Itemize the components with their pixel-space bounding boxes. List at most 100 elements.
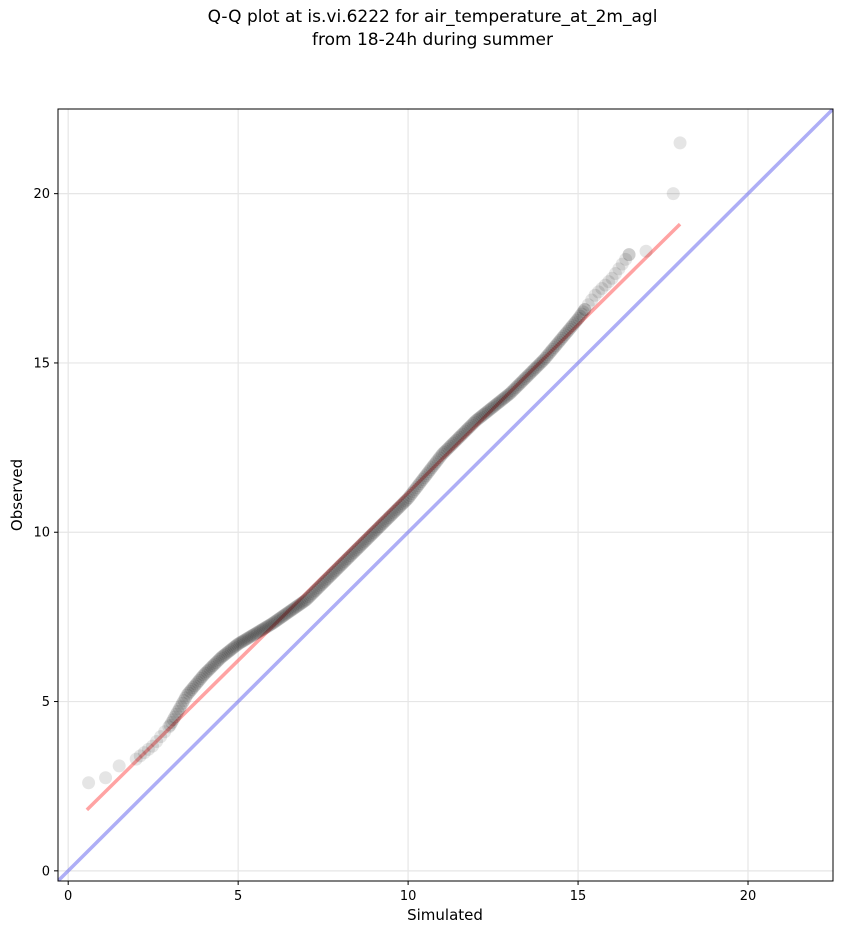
qq-point — [336, 556, 350, 570]
qq-point — [365, 527, 379, 541]
qq-point — [194, 672, 208, 686]
qq-point — [185, 682, 199, 696]
qq-point — [223, 644, 237, 658]
qq-point — [374, 518, 388, 532]
qq-point — [272, 612, 286, 626]
qq-point — [360, 532, 374, 546]
qq-point — [168, 710, 182, 724]
qq-point — [243, 630, 257, 644]
qq-point — [442, 441, 456, 455]
qq-point — [341, 552, 355, 566]
qq-point — [480, 405, 494, 419]
y-tick-label: 15 — [33, 356, 50, 371]
qq-point — [391, 501, 405, 515]
qq-point — [344, 549, 358, 563]
qq-point — [227, 640, 241, 654]
qq-point — [362, 530, 376, 544]
qq-point — [370, 523, 384, 537]
qq-point — [478, 406, 492, 420]
qq-point — [578, 303, 592, 317]
qq-point — [403, 489, 417, 503]
qq-point — [350, 543, 364, 557]
qq-point — [547, 341, 561, 355]
qq-point — [230, 638, 244, 652]
qq-point — [569, 315, 583, 329]
qq-point — [437, 446, 451, 460]
qq-point — [226, 641, 240, 655]
qq-point — [354, 538, 368, 552]
qq-point — [313, 579, 327, 593]
qq-point — [163, 718, 177, 732]
qq-point — [673, 136, 687, 150]
qq-point — [539, 350, 553, 364]
qq-point — [420, 467, 434, 481]
qq-point — [198, 666, 212, 680]
qq-point — [376, 517, 390, 531]
qq-point — [191, 675, 205, 689]
qq-point — [264, 617, 278, 631]
qq-point — [327, 565, 341, 579]
qq-point — [330, 562, 344, 576]
qq-point — [186, 681, 200, 695]
qq-point — [310, 582, 324, 596]
qq-point — [338, 555, 352, 569]
qq-point — [183, 684, 197, 698]
qq-point — [532, 358, 546, 372]
axis-ticks: 0 5 10 15 20 0 5 10 15 20 — [33, 187, 756, 904]
qq-point — [195, 670, 209, 684]
qq-point — [527, 362, 541, 376]
qq-point — [275, 610, 289, 624]
qq-point — [452, 430, 466, 444]
y-tick-label: 0 — [42, 864, 50, 879]
qq-point — [517, 373, 531, 387]
qq-point — [500, 389, 514, 403]
qq-point — [238, 633, 252, 647]
qq-point — [440, 442, 454, 456]
qq-point — [394, 498, 408, 512]
qq-point — [567, 317, 581, 331]
qq-point — [608, 267, 622, 281]
qq-point — [269, 614, 283, 628]
qq-point — [543, 346, 557, 360]
qq-point — [576, 305, 590, 319]
y-tick-label: 5 — [42, 695, 50, 710]
qq-point — [423, 463, 437, 477]
qq-point — [564, 320, 578, 334]
qq-point — [287, 601, 301, 615]
qq-point — [281, 606, 295, 620]
qq-point — [530, 359, 544, 373]
x-tick-label: 5 — [234, 889, 242, 904]
qq-point — [498, 390, 512, 404]
qq-point — [472, 411, 486, 425]
qq-point — [408, 483, 422, 497]
qq-point — [347, 546, 361, 560]
qq-point — [469, 414, 483, 428]
grid-lines — [58, 109, 833, 881]
plot-area — [58, 109, 833, 881]
qq-point — [393, 500, 407, 514]
qq-point — [145, 739, 159, 753]
qq-point — [368, 524, 382, 538]
qq-point — [595, 281, 609, 295]
qq-point — [295, 596, 309, 610]
qq-point — [428, 457, 442, 471]
qq-point — [483, 403, 497, 417]
qq-point — [489, 398, 503, 412]
qq-point — [296, 595, 310, 609]
qq-point — [301, 591, 315, 605]
qq-point — [550, 337, 564, 351]
qq-point — [520, 370, 534, 384]
qq-point — [206, 659, 220, 673]
qq-point — [234, 636, 248, 650]
qq-point — [133, 749, 147, 763]
qq-point — [180, 688, 194, 702]
qq-point — [422, 465, 436, 479]
qq-point — [162, 720, 176, 734]
qq-point — [605, 271, 619, 285]
qq-point — [509, 381, 523, 395]
chart-title: Q-Q plot at is.vi.6222 for air_temperatu… — [0, 6, 843, 52]
qq-point — [526, 364, 540, 378]
x-tick-label: 10 — [400, 889, 417, 904]
y-tick-label: 10 — [33, 526, 50, 541]
qq-point — [258, 621, 272, 635]
